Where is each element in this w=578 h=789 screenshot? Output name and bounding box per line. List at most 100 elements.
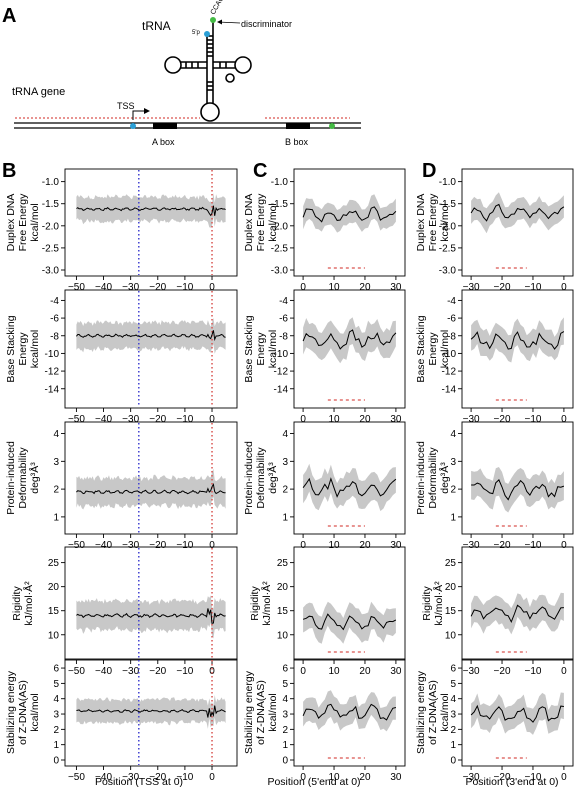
x-tick-label: 20 [359, 414, 371, 425]
x-tick-label: 0 [300, 666, 306, 677]
y-axis-label: Duplex DNA Free Energy kcal/mol [415, 193, 451, 252]
y-axis-label: Base Stacking Energy kcal/mol [5, 315, 41, 382]
y-tick-label: 1 [450, 512, 456, 523]
confidence-band [76, 192, 226, 228]
y-tick-label: 2 [282, 725, 288, 736]
confidence-band [76, 695, 226, 729]
y-axis-label: Base Stacking Energy kcal/mol [243, 315, 279, 382]
y-tick-label: 6 [282, 664, 288, 675]
y-tick-label: 3 [450, 457, 456, 468]
y-tick-label: 10 [277, 630, 289, 641]
y-axis-label-line: Energy [255, 332, 267, 366]
x-tick-label: −50 [68, 414, 85, 425]
confidence-band [471, 592, 564, 635]
plot-frame [461, 421, 574, 535]
y-tick-label: 4 [282, 429, 288, 440]
y-tick-label: -1.0 [439, 177, 457, 188]
confidence-band [76, 595, 226, 639]
x-tick-label: −20 [494, 772, 511, 783]
series-line [470, 704, 564, 723]
x-tick-label: 0 [300, 414, 306, 425]
y-tick-label: -1.5 [439, 199, 457, 210]
x-tick-label: 20 [359, 772, 371, 783]
confidence-band [471, 692, 564, 735]
y-tick-label: 0 [53, 756, 59, 767]
x-tick-label: −30 [463, 282, 480, 293]
panel-b-row-5: 0 1 2 3 4 5 6 −50 −40 −30 −20 −10 0 Stabilizing energ… [5, 658, 238, 783]
y-tick-label: -8 [279, 331, 288, 342]
y-axis-label-line: kJ/mol·Å² [260, 581, 273, 626]
y-tick-label: -4 [447, 296, 456, 307]
x-tick-label: −50 [68, 282, 85, 293]
y-tick-label: -1.5 [42, 199, 60, 210]
x-tick-label: 10 [328, 666, 340, 677]
y-axis-label-line: Free Energy [17, 193, 29, 252]
x-tick-label: 30 [390, 540, 402, 551]
x-tick-label: −10 [176, 540, 193, 551]
y-axis-label: Stabilizing energy of Z-DNA(AS) kcal/mol [5, 670, 41, 754]
x-tick-label: −10 [176, 666, 193, 677]
a-box-block [153, 123, 177, 129]
y-tick-label: -6 [50, 314, 59, 325]
y-tick-label: 4 [450, 429, 456, 440]
y-tick-label: 2 [450, 485, 456, 496]
y-axis-label: Base Stacking Energy kcal/mol [415, 315, 451, 382]
panel-b-row-3: 1 2 3 4 −50 −40 −30 −20 −10 0 Protein-induced Defor… [5, 421, 238, 551]
confidence-band [471, 467, 564, 513]
x-tick-label: −30 [122, 414, 139, 425]
y-axis-label: Protein-induced Deformability deg³Å³ [5, 441, 41, 515]
x-tick-label: 10 [328, 772, 340, 783]
series-line [302, 703, 397, 721]
x-tick-label: −10 [176, 414, 193, 425]
x-tick-label: 20 [359, 666, 371, 677]
trna-label: tRNA [142, 19, 171, 33]
x-tick-label: 30 [390, 414, 402, 425]
y-tick-label: 1 [282, 740, 288, 751]
series-line [76, 330, 226, 342]
y-axis-label-line: deg³Å³ [438, 462, 451, 494]
panel-a: A tRNA tRNA gene 5'p CCAOH3' discriminat [2, 0, 361, 147]
y-axis-label: Stabilizing energy of Z-DNA(AS) kcal/mol [415, 670, 451, 754]
y-tick-label: -3.0 [42, 266, 60, 277]
panel-c-row-4: 10 15 20 25 0 10 20 30 Rigidity kJ/mol·Å² [249, 546, 406, 677]
x-tick-label: 0 [209, 666, 215, 677]
y-tick-label: 25 [48, 558, 60, 569]
y-axis-label-line: kJ/mol·Å² [22, 581, 35, 626]
y-tick-label: -6 [279, 314, 288, 325]
y-tick-label: -2.0 [439, 221, 457, 232]
y-tick-label: 2 [282, 485, 288, 496]
arrow-head-icon [217, 19, 222, 25]
five-prime-label: 5'p [192, 30, 200, 36]
a-box-label: A box [152, 137, 175, 147]
panel-d-row-2: -4 -6 -8 -10 -12 -14 −30 −20 −10 0 Base Stacking En… [415, 289, 574, 425]
plot-frame [293, 289, 406, 409]
x-axis-label-c: Position (5'end at 0) [267, 776, 360, 788]
x-tick-label: −10 [524, 666, 541, 677]
confidence-band [76, 468, 226, 510]
series-line [302, 206, 397, 223]
y-axis-label-line: Protein-induced [243, 441, 255, 515]
panel-c-row-2: -4 -6 -8 -10 -12 -14 0 10 20 30 Base Stacking Energ… [243, 289, 406, 425]
y-tick-label: 1 [53, 512, 59, 523]
x-tick-label: −20 [149, 666, 166, 677]
y-tick-label: 3 [282, 710, 288, 721]
x-tick-label: −40 [95, 540, 112, 551]
b-box-label: B box [285, 137, 309, 147]
plot-frame [461, 289, 574, 409]
x-tick-label: −40 [95, 666, 112, 677]
y-axis-label: Stabilizing energy of Z-DNA(AS) kcal/mol [243, 670, 279, 754]
y-tick-label: 4 [450, 694, 456, 705]
panel-label-b: B [2, 160, 16, 182]
cca-label: CCAOH3' [210, 0, 231, 16]
confidence-band [76, 317, 226, 354]
x-axis-label-d: Position (3'end at 0) [465, 776, 558, 788]
x-tick-label: −30 [122, 666, 139, 677]
plot-frame [64, 658, 238, 767]
plot-frame [64, 421, 238, 535]
x-tick-label: −20 [149, 282, 166, 293]
x-tick-label: −20 [149, 414, 166, 425]
x-tick-label: −50 [68, 540, 85, 551]
y-tick-label: -1.5 [271, 199, 289, 210]
y-tick-label: 3 [53, 457, 59, 468]
x-tick-label: −30 [122, 772, 139, 783]
